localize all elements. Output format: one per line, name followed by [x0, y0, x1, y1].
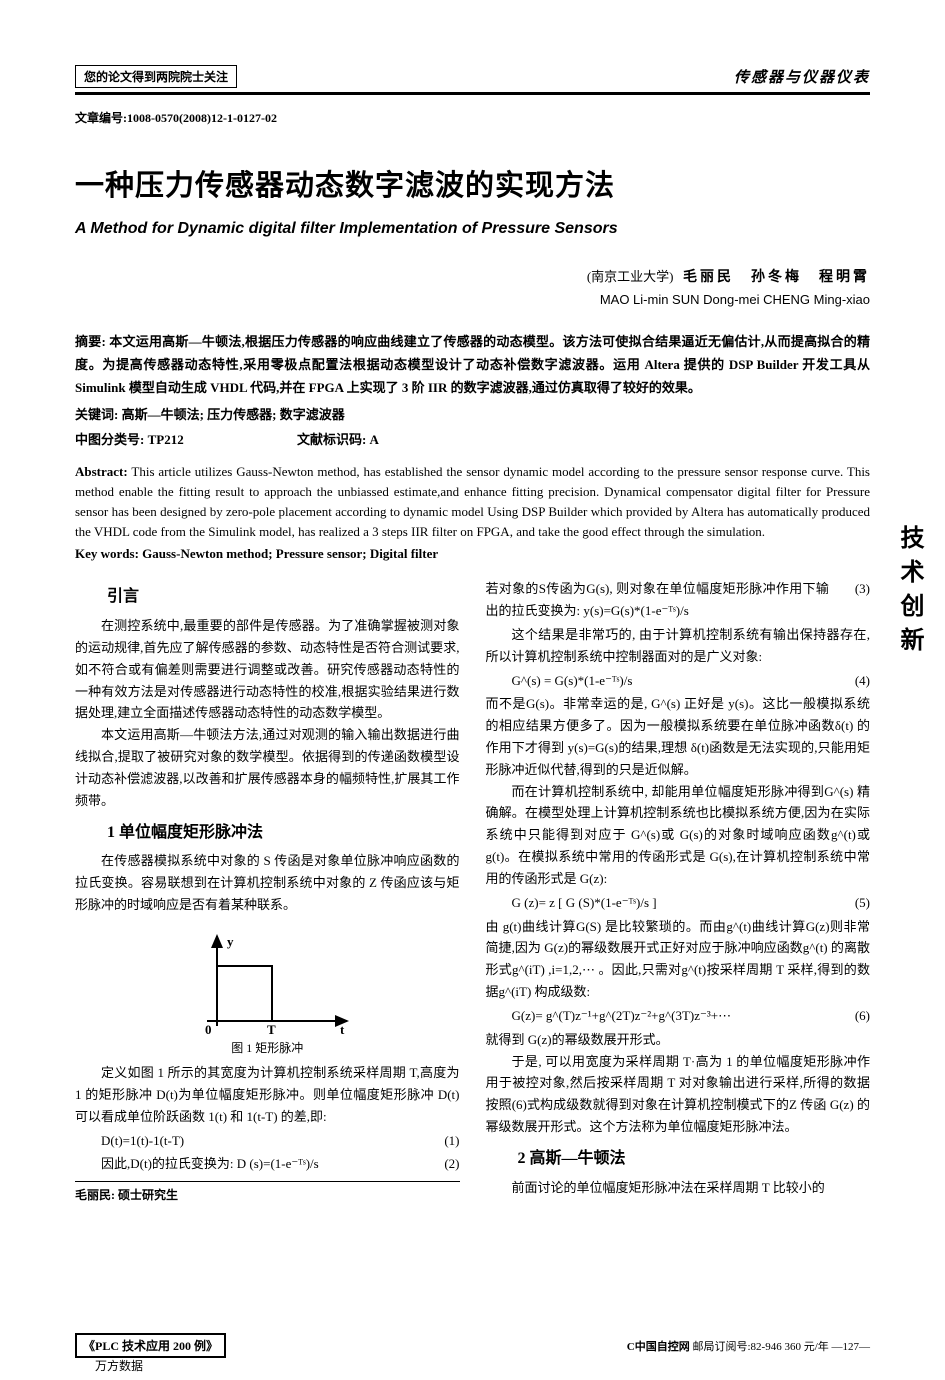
eq6-body: G(z)= g^(T)z⁻¹+g^(2T)z⁻²+g^(3T)z⁻³+⋯: [486, 1005, 732, 1027]
journal-name: 传感器与仪器仪表: [734, 66, 870, 87]
footer-logo: C中国自控网: [627, 1341, 690, 1353]
doc-code: 文献标识码: A: [297, 432, 379, 447]
intro-p2: 本文运用高斯—牛顿法方法,通过对观测的输入输出数据进行曲线拟合,提取了被研究对象…: [75, 724, 460, 811]
body-columns: 引言 在测控系统中,最重要的部件是传感器。为了准确掌握被测对象的运动规律,首先应…: [75, 576, 870, 1205]
eq1-body: D(t)=1(t)-1(t-T): [75, 1130, 184, 1152]
eq4-num: (4): [829, 670, 870, 692]
eq3-num: (3): [829, 578, 870, 622]
col2-p2: 这个结果是非常巧的, 由于计算机控制系统有输出保持器存在, 所以计算机控制系统中…: [486, 624, 871, 668]
rect-pulse-diagram: y t 0 T: [177, 926, 357, 1036]
eq2-num: (2): [418, 1153, 459, 1175]
col2-p1-eq3: 若对象的S传函为G(s), 则对象在单位幅度矩形脉冲作用下输出的拉氏变换为: y…: [486, 578, 871, 622]
intro-title: 引言: [75, 584, 460, 611]
column-right: 若对象的S传函为G(s), 则对象在单位幅度矩形脉冲作用下输出的拉氏变换为: y…: [486, 576, 871, 1205]
classification: 中图分类号: TP212 文献标识码: A: [75, 429, 870, 448]
sec1-p2: 定义如图 1 所示的其宽度为计算机控制系统采样周期 T,高度为 1 的矩形脉冲 …: [75, 1062, 460, 1127]
col2-p6: 就得到 G(z)的幂级数展开形式。: [486, 1029, 871, 1051]
abstract-en: Abstract: This article utilizes Gauss-Ne…: [75, 462, 870, 543]
figure-1-caption: 图 1 矩形脉冲: [177, 1038, 357, 1058]
figure-1: y t 0 T 图 1 矩形脉冲: [177, 926, 357, 1058]
col2-p3: 而不是G(s)。非常幸运的是, G^(s) 正好是 y(s)。这比一般模拟系统的…: [486, 693, 871, 780]
header-tagline: 您的论文得到两院院士关注: [75, 65, 237, 88]
equation-5: G (z)= z [ G (S)*(1-e⁻ᵀˢ)/s ] (5): [486, 892, 871, 914]
abstract-en-lead: Abstract:: [75, 464, 128, 479]
abstract-en-body: This article utilizes Gauss-Newton metho…: [75, 464, 870, 539]
watermark: 万方数据: [95, 1357, 143, 1374]
equation-6: G(z)= g^(T)z⁻¹+g^(2T)z⁻²+g^(3T)z⁻³+⋯ (6): [486, 1005, 871, 1027]
eq3-lead: 若对象的S传函为G(s), 则对象在单位幅度矩形脉冲作用下输出的拉氏变换为: y…: [486, 578, 829, 622]
sec1-title: 1 单位幅度矩形脉冲法: [75, 820, 460, 847]
footer-right: C中国自控网 邮局订阅号:82-946 360 元/年 —127—: [627, 1338, 870, 1354]
eq6-num: (6): [829, 1005, 870, 1027]
authors-cn: (南京工业大学) 毛丽民 孙冬梅 程明霄: [75, 266, 870, 286]
abstract-cn: 摘要: 本文运用高斯—牛顿法,根据压力传感器的响应曲线建立了传感器的动态模型。该…: [75, 331, 870, 399]
footer-sub: 邮局订阅号:82-946 360 元/年: [690, 1341, 829, 1353]
equation-4: G^(s) = G(s)*(1-e⁻ᵀˢ)/s (4): [486, 670, 871, 692]
clc-number: 中图分类号: TP212: [75, 432, 184, 447]
intro-p1: 在测控系统中,最重要的部件是传感器。为了准确掌握被测对象的运动规律,首先应了解传…: [75, 615, 460, 724]
sec2-title: 2 高斯—牛顿法: [486, 1146, 871, 1173]
column-left: 引言 在测控系统中,最重要的部件是传感器。为了准确掌握被测对象的运动规律,首先应…: [75, 576, 460, 1205]
col2-p4: 而在计算机控制系统中, 却能用单位幅度矩形脉冲得到G^(s) 精确解。在模型处理…: [486, 781, 871, 890]
svg-text:0: 0: [205, 1022, 212, 1036]
footer: 《PLC 技术应用 200 例》 C中国自控网 邮局订阅号:82-946 360…: [75, 1333, 870, 1358]
footer-left: 《PLC 技术应用 200 例》: [75, 1333, 226, 1358]
author-names-en: MAO Li-min SUN Dong-mei CHENG Ming-xiao: [75, 292, 870, 307]
equation-1: D(t)=1(t)-1(t-T) (1): [75, 1130, 460, 1152]
author-names-cn: 毛丽民 孙冬梅 程明霄: [683, 270, 870, 285]
eq1-num: (1): [418, 1130, 459, 1152]
svg-text:t: t: [340, 1022, 345, 1036]
eq5-num: (5): [829, 892, 870, 914]
col2-p5: 由 g(t)曲线计算G(S) 是比较繁琐的。而由g^(t)曲线计算G(z)则非常…: [486, 916, 871, 1003]
svg-text:T: T: [267, 1022, 276, 1036]
sec1-p1: 在传感器模拟系统中对象的 S 传函是对象单位脉冲响应函数的拉氏变换。容易联想到在…: [75, 850, 460, 915]
page-number: —127—: [829, 1341, 870, 1353]
author-note: 毛丽民: 硕士研究生: [75, 1181, 460, 1205]
keywords-cn: 关键词: 高斯—牛顿法; 压力传感器; 数字滤波器: [75, 403, 870, 426]
affiliation: (南京工业大学): [587, 269, 674, 284]
eq2-lead: 因此,D(t)的拉氏变换为: D (s)=(1-e⁻ᵀˢ)/s: [75, 1153, 319, 1175]
eq5-body: G (z)= z [ G (S)*(1-e⁻ᵀˢ)/s ]: [486, 892, 657, 914]
article-id: 文章编号:1008-0570(2008)12-1-0127-02: [75, 109, 870, 126]
title-cn: 一种压力传感器动态数字滤波的实现方法: [75, 162, 870, 204]
eq4-body: G^(s) = G(s)*(1-e⁻ᵀˢ)/s: [486, 670, 633, 692]
side-vertical-label: 技术创新: [892, 525, 927, 661]
sec2-p1: 前面讨论的单位幅度矩形脉冲法在采样周期 T 比较小的: [486, 1177, 871, 1199]
col2-p7: 于是, 可以用宽度为采样周期 T·高为 1 的单位幅度矩形脉冲作用于被控对象,然…: [486, 1051, 871, 1138]
title-en: A Method for Dynamic digital filter Impl…: [75, 220, 870, 238]
keywords-en: Key words: Gauss-Newton method; Pressure…: [75, 546, 870, 562]
equation-2: 因此,D(t)的拉氏变换为: D (s)=(1-e⁻ᵀˢ)/s (2): [75, 1153, 460, 1175]
svg-text:y: y: [227, 934, 234, 949]
